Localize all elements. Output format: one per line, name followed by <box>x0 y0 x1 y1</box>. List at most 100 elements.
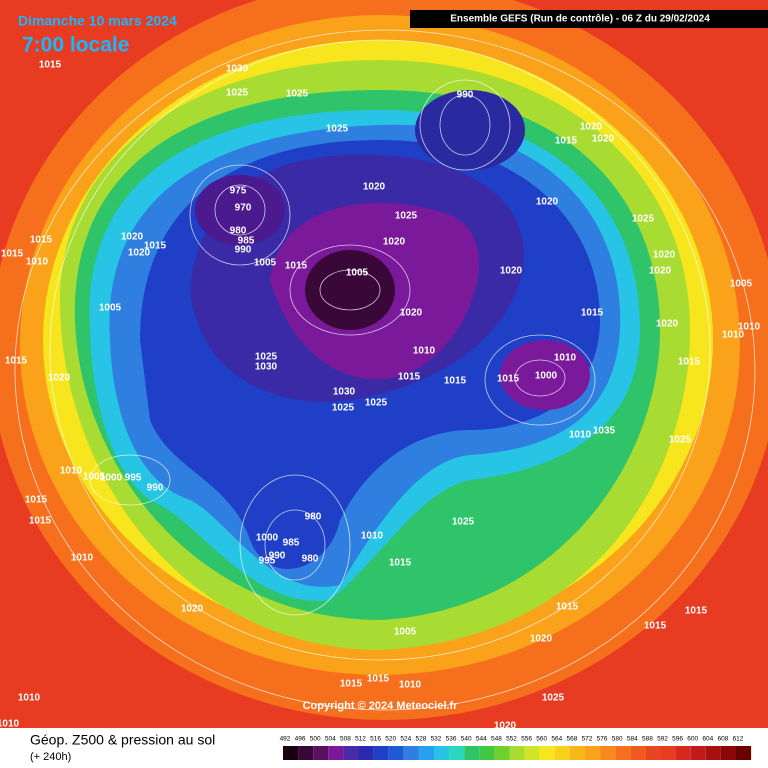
isobar-label: 1010 <box>0 719 20 730</box>
date: Dimanche 10 mars 2024 <box>18 13 177 29</box>
scale-label: 604 <box>702 736 713 743</box>
scale-label: 504 <box>325 736 336 743</box>
isobar-label: 1010 <box>554 353 577 364</box>
scale-swatch <box>418 746 434 760</box>
isobar-label: 1020 <box>128 248 151 259</box>
isobar-label: 1005 <box>99 303 122 314</box>
scale-label: 556 <box>521 736 532 743</box>
scale-label: 492 <box>280 736 291 743</box>
scale-swatch <box>600 746 616 760</box>
isobar-label: 1000 <box>535 371 558 382</box>
isobar-label: 980 <box>305 512 322 523</box>
model-box <box>410 10 768 28</box>
isobar-label: 1015 <box>685 606 708 617</box>
scale-label: 528 <box>415 736 426 743</box>
model: Ensemble GEFS (Run de contrôle) - 06 Z d… <box>450 14 710 25</box>
scale-swatch <box>373 746 389 760</box>
isobar-label: 1020 <box>592 134 615 145</box>
time: 7:00 locale <box>22 34 129 57</box>
isobar-label: 1010 <box>71 553 94 564</box>
isobar-label: 1015 <box>285 261 308 272</box>
scale-swatch <box>690 746 706 760</box>
isobar-label: 1035 <box>593 426 616 437</box>
isobar-label: 990 <box>457 90 474 101</box>
isobar-label: 975 <box>230 186 247 197</box>
isobar-label: 985 <box>238 236 255 247</box>
isobar-label: 1005 <box>254 258 277 269</box>
isobar-label: 1025 <box>632 214 655 225</box>
scale-swatch <box>434 746 450 760</box>
scale-swatch <box>328 746 344 760</box>
isobar-label: 1020 <box>530 634 553 645</box>
isobar-label: 1025 <box>542 693 565 704</box>
scale-label: 596 <box>672 736 683 743</box>
isobar-label: 1015 <box>144 241 167 252</box>
scale-swatch <box>509 746 525 760</box>
scale-swatch <box>283 746 299 760</box>
scale-label: 584 <box>627 736 638 743</box>
isobar-label: 1010 <box>569 430 592 441</box>
scale-swatch <box>720 746 736 760</box>
scale-swatch <box>388 746 404 760</box>
isobar-label: 1025 <box>395 211 418 222</box>
isobar-label: 1015 <box>555 136 578 147</box>
isobar-label: 1010 <box>722 330 745 341</box>
isobar-label: 1000 <box>256 533 279 544</box>
isobar-label: 1010 <box>413 346 436 357</box>
isobar-label: 1015 <box>340 679 363 690</box>
scale-label: 608 <box>717 736 728 743</box>
scale-label: 500 <box>310 736 321 743</box>
isobar-label: 1000 <box>100 473 123 484</box>
scale-label: 564 <box>551 736 562 743</box>
scale-label: 544 <box>476 736 487 743</box>
low-core <box>305 250 395 330</box>
scale-label: 516 <box>370 736 381 743</box>
isobar-label: 970 <box>235 203 252 214</box>
scale-swatch <box>524 746 540 760</box>
isobar-label: 1015 <box>30 235 53 246</box>
isobar-label: 1020 <box>400 308 423 319</box>
isobar-label: 1020 <box>656 319 679 330</box>
scale-swatch <box>298 746 314 760</box>
isobar-label: 1015 <box>29 516 52 527</box>
low-west <box>195 175 285 245</box>
isobar-label: 990 <box>147 483 164 494</box>
isobar-label: 1015 <box>581 308 604 319</box>
isobar-label: 1015 <box>5 356 28 367</box>
isobar-label: 1015 <box>389 558 412 569</box>
scale-label: 524 <box>400 736 411 743</box>
isobar-label: 1025 <box>452 517 475 528</box>
isobar-label: 1010 <box>26 257 49 268</box>
isobar-label: 995 <box>259 556 276 567</box>
isobar-label: 1030 <box>255 362 278 373</box>
scale-swatch <box>736 746 752 760</box>
legend-lead: (+ 240h) <box>30 751 71 763</box>
scale-swatch <box>569 746 585 760</box>
scale-label: 536 <box>446 736 457 743</box>
isobar-label: 1010 <box>18 693 41 704</box>
isobar-label: 1010 <box>399 680 422 691</box>
scale-swatch <box>494 746 510 760</box>
copyright: Copyright © 2024 Meteociel.fr <box>303 700 459 712</box>
isobar-label: 1025 <box>286 89 309 100</box>
isobar-label: 1015 <box>556 602 579 613</box>
isobar-label: 1015 <box>644 621 667 632</box>
isobar-label: 985 <box>283 538 300 549</box>
isobar-label: 1030 <box>333 387 356 398</box>
scale-swatch <box>630 746 646 760</box>
isobar-label: 1015 <box>398 372 421 383</box>
isobar-label: 990 <box>269 551 286 562</box>
scale-label: 552 <box>506 736 517 743</box>
scale-label: 508 <box>340 736 351 743</box>
scale-label: 580 <box>612 736 623 743</box>
isobar-label: 1015 <box>678 357 701 368</box>
scale-label: 592 <box>657 736 668 743</box>
isobar-label: 1015 <box>367 674 390 685</box>
isobar-label: 1025 <box>332 403 355 414</box>
scale-swatch <box>313 746 329 760</box>
isobar-label: 1015 <box>444 376 467 387</box>
scale-swatch <box>554 746 570 760</box>
scale-label: 560 <box>536 736 547 743</box>
isobar-label: 1020 <box>580 122 603 133</box>
